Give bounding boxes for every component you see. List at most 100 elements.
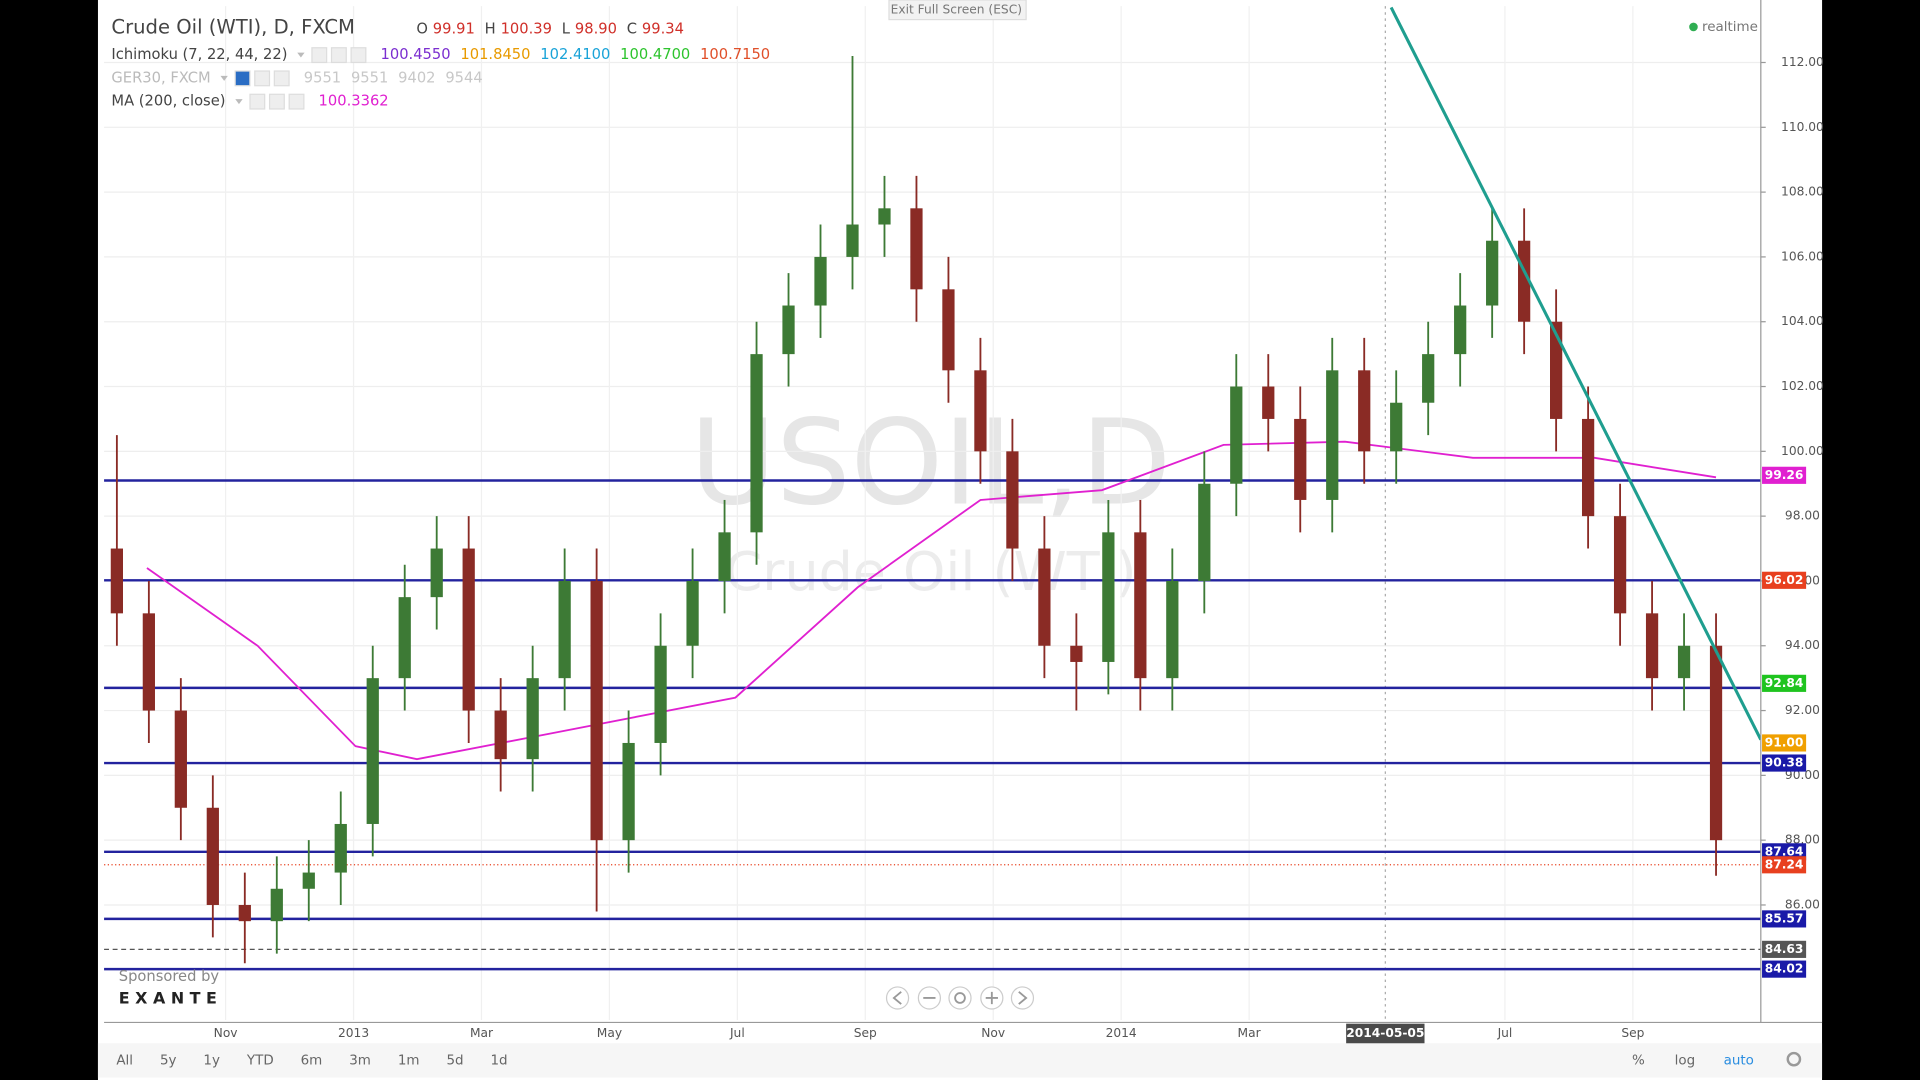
watermark-sub: Crude Oil (WTI) <box>725 540 1137 603</box>
range-button[interactable]: YTD <box>246 1053 274 1068</box>
candle-body <box>302 872 315 889</box>
indicator-value: 100.7150 <box>700 46 770 63</box>
app-window <box>97 0 1823 1080</box>
reset-icon <box>954 992 966 1004</box>
price-label-bg <box>1762 734 1807 752</box>
y-tick-label: 100.00 <box>1781 444 1824 458</box>
candle-body <box>1358 370 1371 452</box>
price-label-bg <box>1762 674 1807 692</box>
ohlc-value: 99.91 <box>433 20 475 37</box>
sponsor-name[interactable]: E X A N T E <box>119 989 217 1008</box>
indicator-button[interactable] <box>288 93 305 110</box>
option-button[interactable]: auto <box>1724 1053 1754 1068</box>
exit-button-bg[interactable] <box>888 0 1027 21</box>
candle-body <box>654 645 667 743</box>
x-tick-label: 2014-05-05 <box>1346 1026 1424 1040</box>
candle-body <box>270 888 283 922</box>
indicator-button[interactable] <box>254 70 271 87</box>
reset[interactable] <box>948 986 972 1010</box>
indicator-button[interactable] <box>249 93 266 110</box>
candle-body <box>1230 386 1243 484</box>
candle-body <box>1262 386 1275 419</box>
indicator-button[interactable] <box>330 47 347 64</box>
price-label: 90.38 <box>1765 756 1804 770</box>
x-tick-label: Mar <box>470 1026 494 1040</box>
indicator-name[interactable]: GER30, FXCM <box>111 69 210 86</box>
ma-line <box>146 440 1717 761</box>
ohlc-key: L <box>562 20 571 37</box>
range-button[interactable]: 1y <box>203 1053 220 1068</box>
symbol-title[interactable]: Crude Oil (WTI), D, FXCM <box>111 16 354 39</box>
indicator-value: 100.3362 <box>319 93 389 110</box>
indicator-value: 100.4550 <box>381 46 451 63</box>
candle-body <box>1518 240 1531 322</box>
candle-body <box>750 354 763 533</box>
candle-body <box>206 807 219 905</box>
price-label-bg <box>1762 843 1807 861</box>
nav-left[interactable] <box>885 986 910 1010</box>
indicator-button[interactable] <box>311 47 328 64</box>
nav-buttons <box>885 986 1035 1010</box>
candle-body <box>814 256 827 306</box>
candle-body <box>782 305 795 355</box>
ohlc-key: H <box>485 20 496 37</box>
settings-icon[interactable] <box>1786 1051 1802 1067</box>
candle-body <box>110 548 123 614</box>
y-tick-label: 94.00 <box>1785 638 1820 652</box>
range-button[interactable]: 1d <box>491 1053 508 1068</box>
nav-right[interactable] <box>1010 986 1035 1010</box>
candle-body <box>526 678 539 760</box>
indicator-value: 9544 <box>445 69 482 86</box>
range-button[interactable]: 5y <box>160 1053 177 1068</box>
indicator-name[interactable]: Ichimoku (7, 22, 44, 22) <box>111 46 287 63</box>
option-button[interactable]: log <box>1675 1053 1696 1068</box>
indicator-button[interactable] <box>234 70 251 87</box>
candle-body <box>1645 613 1659 679</box>
option-button[interactable]: % <box>1632 1053 1645 1068</box>
candle-body <box>1486 240 1499 306</box>
range-button[interactable]: All <box>116 1053 133 1068</box>
indicator-value: 9551 <box>304 69 341 86</box>
price-label-bg <box>1762 754 1807 772</box>
candle-body <box>878 208 891 225</box>
plot-layer: USOIL,D Crude Oil (WTI) <box>104 6 1763 1020</box>
trend-line <box>1389 6 1763 741</box>
price-label: 99.26 <box>1765 468 1804 482</box>
range-button[interactable]: 6m <box>301 1053 323 1068</box>
indicator-button[interactable] <box>273 70 290 87</box>
x-tick-label: 2013 <box>338 1026 369 1040</box>
candle-body <box>1006 451 1019 549</box>
candle-body <box>1422 354 1435 403</box>
candle-body <box>942 289 955 371</box>
y-tick-label: 104.00 <box>1781 314 1824 328</box>
price-label: 87.64 <box>1765 844 1804 858</box>
indicator-name[interactable]: MA (200, close) <box>111 93 225 110</box>
indicator-button[interactable] <box>268 93 285 110</box>
exit-fullscreen[interactable]: Exit Full Screen (ESC) <box>891 2 1022 16</box>
y-tick-label: 106.00 <box>1781 249 1824 263</box>
range-button[interactable]: 1m <box>398 1053 420 1068</box>
candle-body <box>1294 418 1307 500</box>
candle-body <box>1613 516 1627 614</box>
price-label: 87.24 <box>1765 857 1804 871</box>
sponsor: Sponsored by <box>119 968 220 985</box>
price-label-bg <box>1762 910 1807 928</box>
indicator-button[interactable] <box>350 47 367 64</box>
price-label-bg <box>1762 856 1807 874</box>
indicator-value: 100.4700 <box>620 46 690 63</box>
candle-body <box>142 613 155 711</box>
candle-body <box>558 580 571 679</box>
candle-body <box>1070 645 1083 662</box>
indicator-value: 9402 <box>398 69 435 86</box>
indicator-value: 102.4100 <box>540 46 610 63</box>
overlay-layer: 86.0088.0090.0092.0094.0096.0098.00100.0… <box>111 20 1823 1068</box>
candle-body <box>398 597 411 679</box>
range-button[interactable]: 3m <box>349 1053 371 1068</box>
candle-body <box>846 224 859 257</box>
candle-body <box>910 208 923 290</box>
candle-body <box>1581 418 1595 517</box>
range-button[interactable]: 5d <box>446 1053 463 1068</box>
price-label: 85.57 <box>1765 911 1804 925</box>
x-tick-label: Nov <box>214 1026 238 1040</box>
